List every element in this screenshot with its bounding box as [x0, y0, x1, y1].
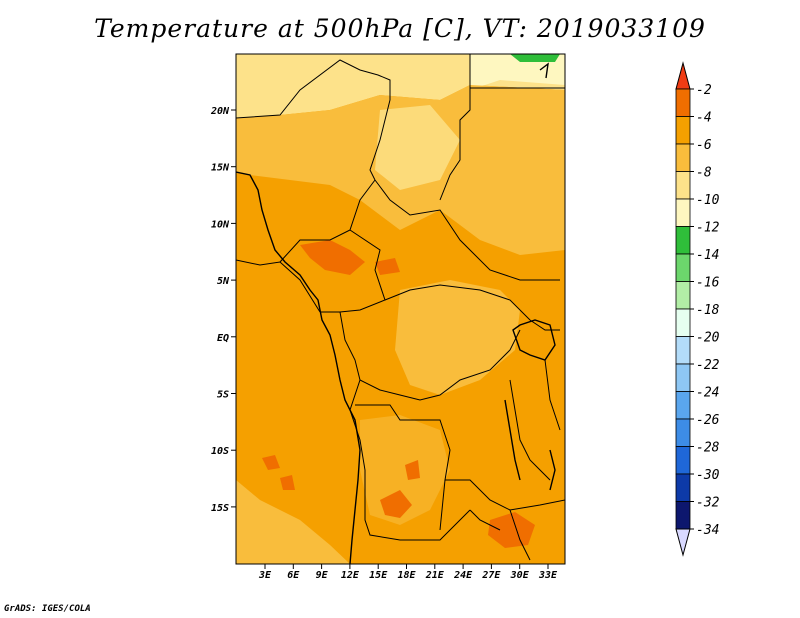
lat-tick-label: 15N — [211, 163, 230, 174]
grads-credit: GrADS: IGES/COLA — [4, 604, 91, 614]
warm-pocket-ocean-2 — [280, 475, 295, 490]
lon-tick-label: 27E — [481, 570, 501, 581]
colorbar: -2 -4 -6 -8 -10 -12 -14 -16 -18 -20 -22 -24 -26 -28 -3… — [675, 61, 720, 557]
colorbar-label: -34 — [696, 523, 719, 538]
colorbar-segment — [675, 253, 691, 282]
colorbar-segment — [675, 198, 691, 227]
warm-pocket-zambia — [488, 512, 535, 548]
colorbar-label: -22 — [696, 358, 720, 373]
colorbar-label: -32 — [696, 496, 720, 511]
band-6to8-angola — [360, 415, 450, 525]
chart-title: Temperature at 500hPa [C], VT: 201903310… — [94, 14, 706, 43]
country-borders — [236, 54, 565, 561]
colorbar-segment — [675, 143, 691, 172]
lat-tick-label: 20N — [210, 106, 230, 117]
longitude-axis: 3E 6E 9E 12E 15E 18E 21E 24E 27E 30E 33E — [258, 564, 558, 581]
band-10to12 — [470, 54, 565, 90]
colorbar-segment — [675, 473, 691, 502]
colorbar-label: -24 — [696, 386, 719, 401]
lat-tick-label: EQ — [217, 333, 229, 344]
colorbar-segment — [675, 226, 691, 255]
colorbar-label: -16 — [696, 276, 720, 291]
colorbar-segment — [675, 418, 691, 447]
warm-pocket-cameroon — [300, 240, 365, 275]
colorbar-segment — [675, 501, 691, 530]
colorbar-label: -30 — [696, 468, 720, 483]
latitude-axis: 20N 15N 10N 5N EQ 5S 10S 15S — [210, 106, 236, 514]
colorbar-label: -2 — [696, 83, 712, 98]
lat-tick-label: 10N — [211, 219, 230, 230]
colorbar-label: -4 — [696, 111, 712, 126]
colorbar-bottom-arrow — [675, 528, 691, 557]
temperature-field — [236, 54, 565, 564]
colorbar-segment — [675, 391, 691, 420]
colorbar-label: -28 — [696, 441, 720, 456]
lon-tick-label: 24E — [453, 570, 473, 581]
lon-tick-label: 9E — [316, 570, 329, 581]
colorbar-segment — [675, 281, 691, 310]
colorbar-segment — [675, 171, 691, 200]
lat-tick-label: 15S — [211, 503, 229, 514]
band-12to14 — [510, 54, 560, 62]
colorbar-label: -26 — [696, 413, 720, 428]
band-6to8-southwest — [236, 480, 350, 564]
lat-tick-label: 5S — [217, 390, 229, 401]
lon-tick-label: 30E — [510, 570, 530, 581]
colorbar-label: -10 — [696, 193, 720, 208]
colorbar-label: -18 — [696, 303, 720, 318]
colorbar-top-arrow — [675, 61, 691, 90]
warm-pocket-ocean — [262, 455, 280, 470]
lon-tick-label: 6E — [287, 570, 300, 581]
lon-tick-label: 21E — [425, 570, 445, 581]
colorbar-segment — [675, 363, 691, 392]
lon-tick-label: 15E — [369, 570, 388, 581]
lat-tick-label: 5N — [217, 276, 230, 287]
colorbar-label: -14 — [696, 248, 719, 263]
colorbar-label: -8 — [696, 166, 712, 181]
colorbar-segment — [675, 116, 691, 145]
warm-pocket-car — [375, 258, 400, 275]
map-frame — [235, 53, 566, 565]
lon-tick-label: 33E — [538, 570, 558, 581]
lon-tick-label: 18E — [397, 570, 416, 581]
colorbar-label: -6 — [696, 138, 712, 153]
colorbar-label: -20 — [696, 331, 720, 346]
colorbar-label: -12 — [696, 221, 720, 236]
band-8to10-sahel — [375, 105, 460, 190]
lon-tick-label: 3E — [258, 570, 272, 581]
colorbar-segment — [675, 446, 691, 475]
colorbar-segment — [675, 308, 691, 337]
lat-tick-label: 10S — [211, 446, 229, 457]
band-6to8-basin — [395, 280, 520, 395]
warm-pocket-angola-2 — [405, 460, 420, 480]
coastline — [236, 62, 556, 564]
colorbar-segment — [675, 88, 691, 117]
warm-pocket-angola — [380, 490, 412, 518]
lon-tick-label: 12E — [341, 570, 360, 581]
colorbar-segment — [675, 336, 691, 365]
